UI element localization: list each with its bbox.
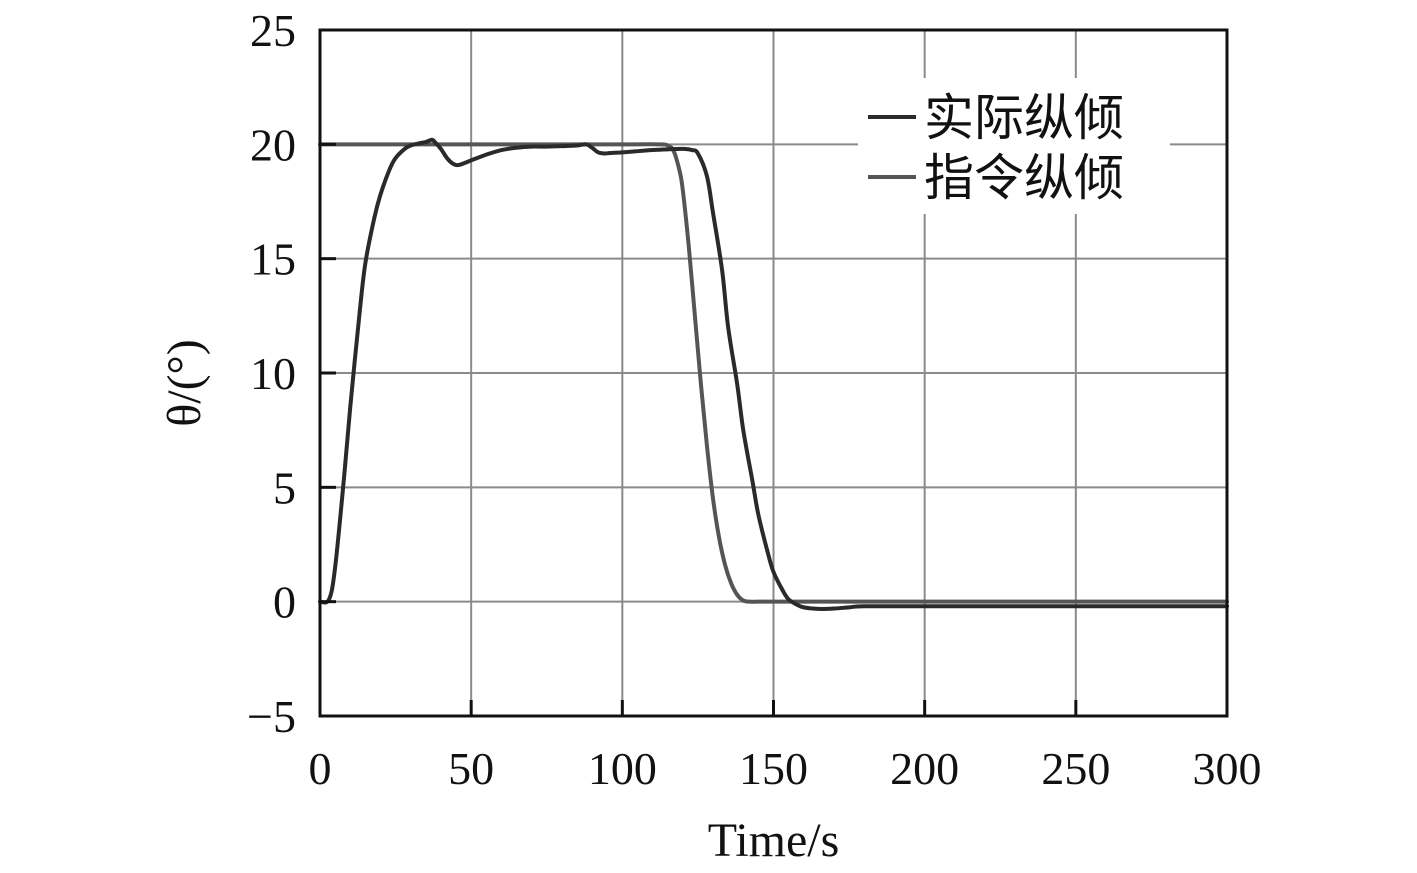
- x-tick-label: 200: [890, 743, 959, 794]
- legend-label-actual: 实际纵倾: [924, 89, 1124, 147]
- legend: 实际纵倾 指令纵倾: [858, 78, 1170, 214]
- y-tick-label: 20: [250, 119, 296, 170]
- x-tick-label: 50: [448, 743, 494, 794]
- y-tick-label: 10: [250, 348, 296, 399]
- x-tick-label: 100: [588, 743, 657, 794]
- legend-background: [858, 78, 1170, 214]
- series-layer: [318, 137, 1229, 611]
- ticks: [320, 142, 1078, 716]
- tick-labels: 0 50 100 150 200 250 300 −5 0 5 10 15 20 25: [247, 5, 1261, 794]
- series-line-actual: [318, 137, 1229, 611]
- y-tick-label: 25: [250, 5, 296, 56]
- y-tick-label: −5: [247, 691, 296, 742]
- y-axis-label: θ/(°): [158, 339, 211, 427]
- x-tick-label: 0: [309, 743, 332, 794]
- series-line-command: [318, 142, 1229, 604]
- y-tick-label: 0: [273, 577, 296, 628]
- y-tick-label: 5: [273, 462, 296, 513]
- legend-label-command: 指令纵倾: [924, 149, 1124, 207]
- x-axis-label: Time/s: [708, 814, 840, 867]
- y-tick-label: 15: [250, 234, 296, 285]
- x-tick-label: 250: [1041, 743, 1110, 794]
- x-tick-label: 150: [739, 743, 808, 794]
- x-tick-label: 300: [1193, 743, 1262, 794]
